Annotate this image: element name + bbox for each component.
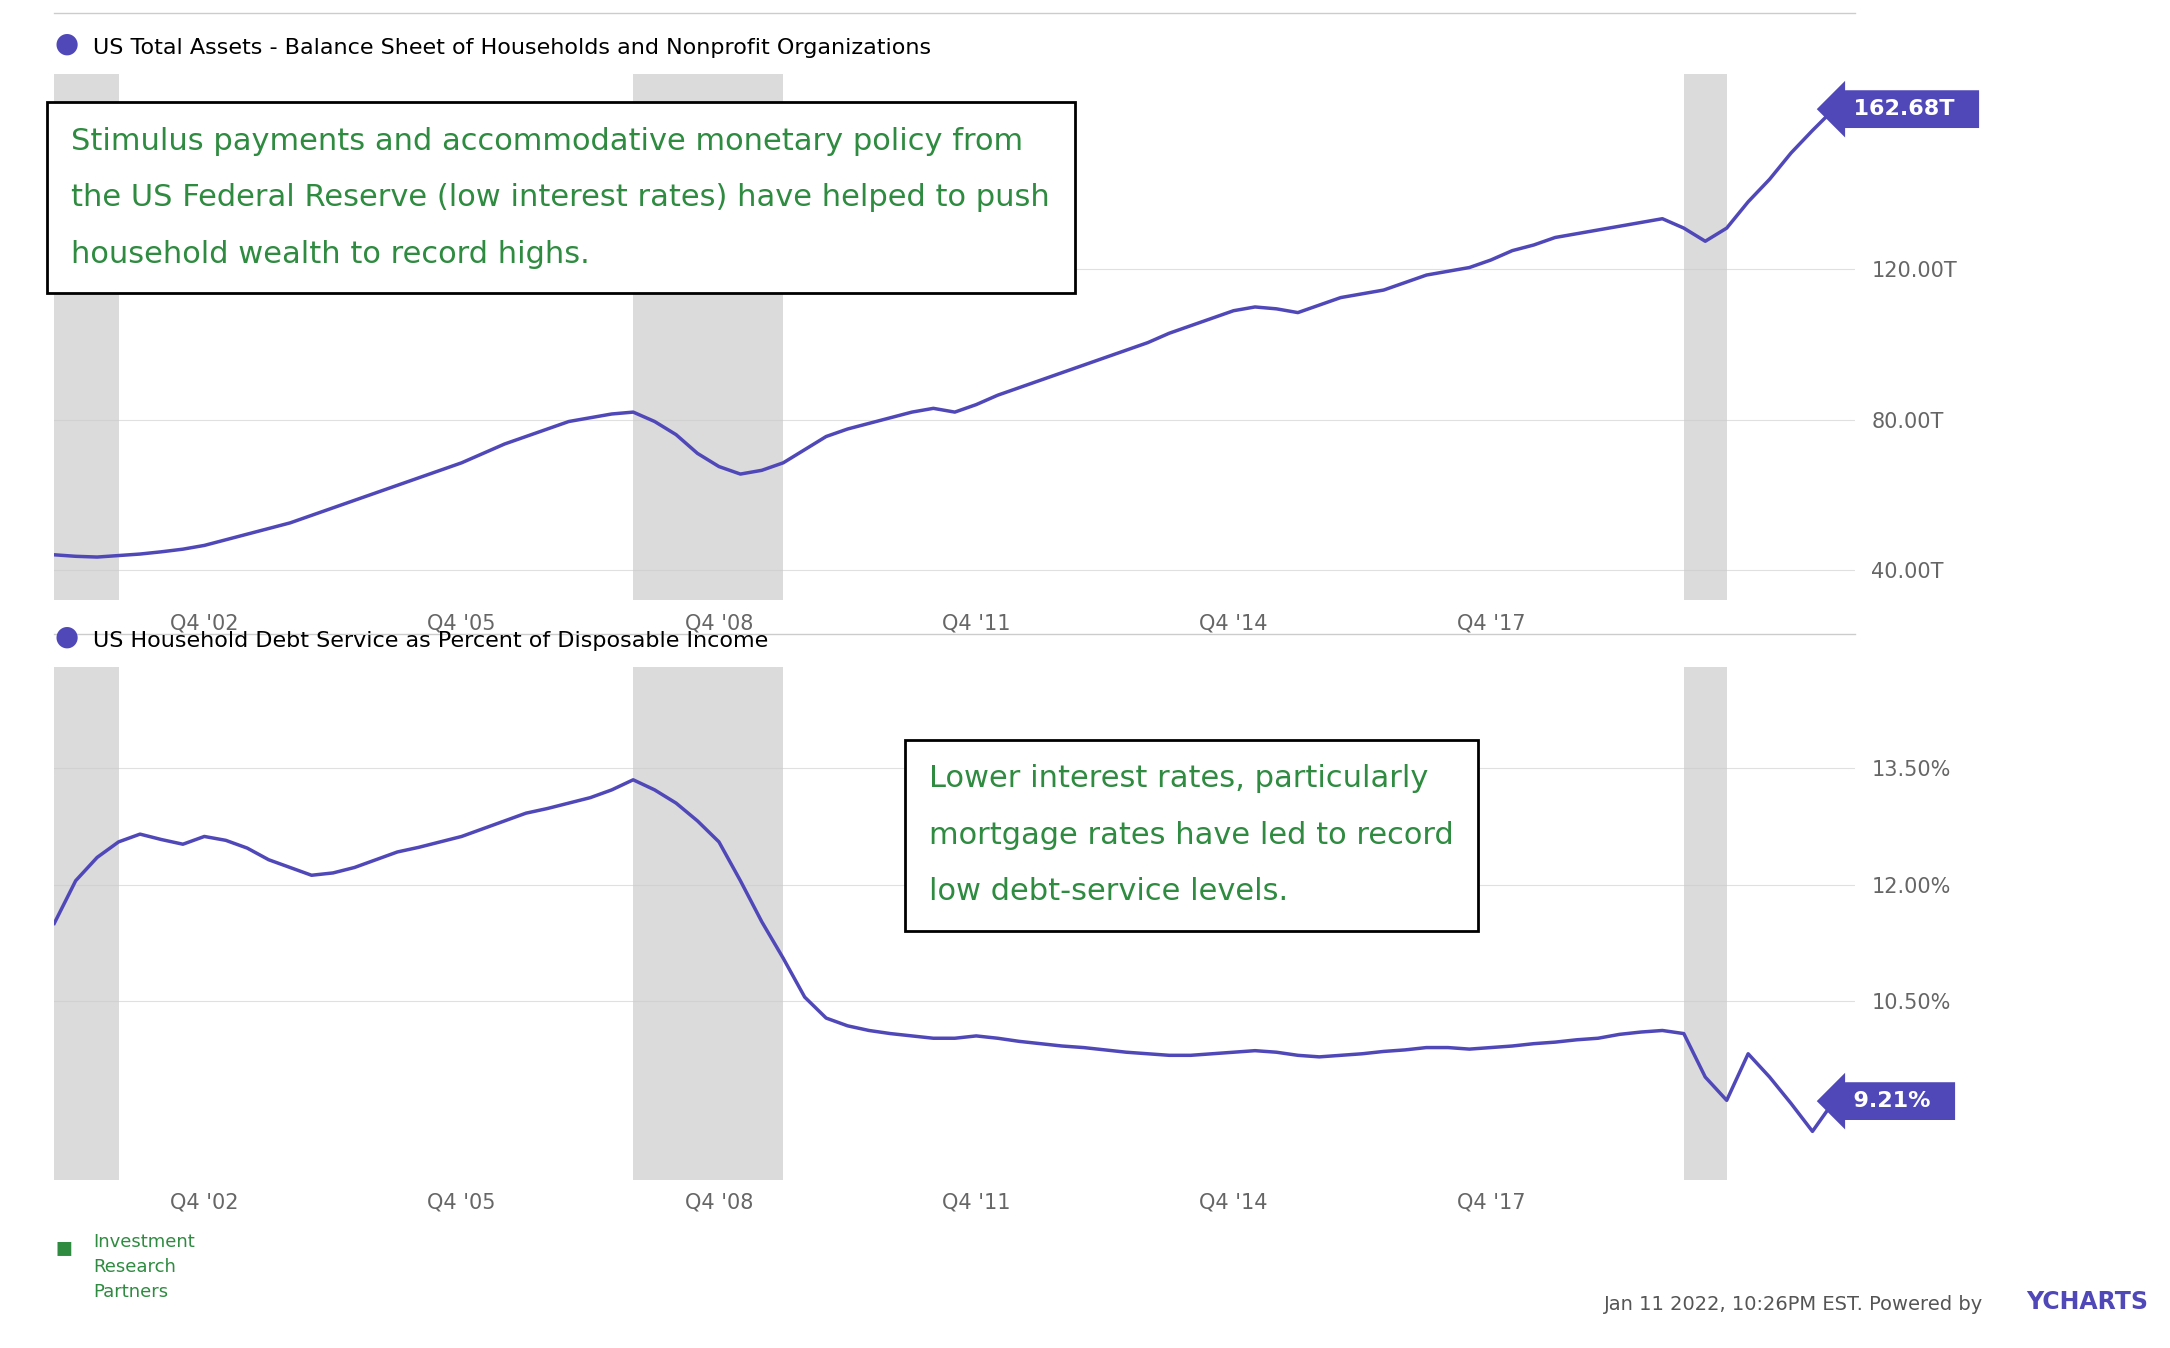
Text: Lower interest rates, particularly
mortgage rates have led to record
low debt-se: Lower interest rates, particularly mortg…	[929, 764, 1454, 906]
Bar	[1684, 74, 1727, 600]
Text: Stimulus payments and accommodative monetary policy from
the US Federal Reserve : Stimulus payments and accommodative mone…	[72, 127, 1050, 268]
Bar	[1684, 667, 1727, 1180]
Text: ●: ●	[54, 30, 78, 58]
Bar	[634, 74, 783, 600]
Bar	[54, 74, 119, 600]
Bar	[634, 667, 783, 1180]
Text: 9.21%: 9.21%	[1838, 1091, 1946, 1111]
Text: US Total Assets - Balance Sheet of Households and Nonprofit Organizations: US Total Assets - Balance Sheet of House…	[93, 38, 931, 58]
Text: ▪: ▪	[54, 1233, 74, 1262]
Text: Investment
Research
Partners: Investment Research Partners	[93, 1233, 195, 1301]
Text: US Household Debt Service as Percent of Disposable Income: US Household Debt Service as Percent of …	[93, 631, 768, 651]
Text: YCHARTS: YCHARTS	[2027, 1290, 2148, 1314]
Text: 162.68T: 162.68T	[1838, 100, 1970, 119]
Text: Jan 11 2022, 10:26PM EST. Powered by: Jan 11 2022, 10:26PM EST. Powered by	[1604, 1295, 1990, 1314]
Text: ●: ●	[54, 623, 78, 651]
Bar	[54, 667, 119, 1180]
